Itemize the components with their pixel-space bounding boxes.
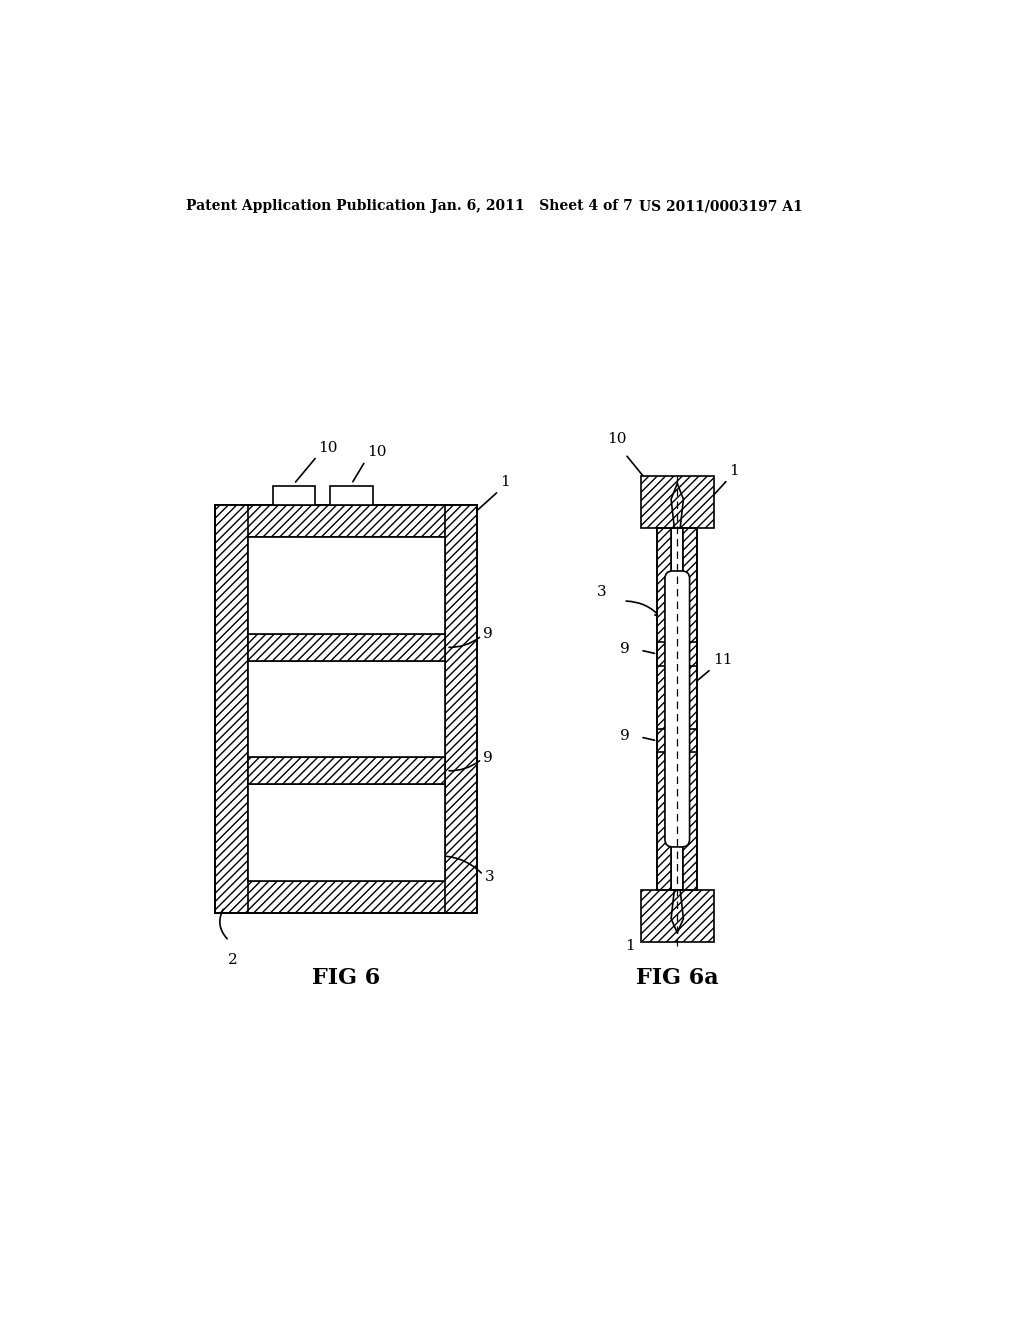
Text: Patent Application Publication: Patent Application Publication bbox=[186, 199, 426, 213]
Bar bbox=[641, 890, 714, 942]
Bar bbox=[215, 504, 477, 537]
Text: 1: 1 bbox=[625, 940, 635, 953]
Bar bbox=[272, 486, 315, 506]
Text: 9: 9 bbox=[483, 751, 493, 764]
Text: 1: 1 bbox=[500, 475, 510, 490]
Text: 3: 3 bbox=[484, 870, 495, 884]
Bar bbox=[330, 486, 373, 506]
Bar bbox=[657, 729, 697, 752]
Text: 2: 2 bbox=[227, 953, 238, 968]
Text: 10: 10 bbox=[607, 433, 627, 446]
Bar bbox=[248, 634, 444, 661]
Bar bbox=[657, 528, 697, 890]
Bar bbox=[215, 506, 477, 913]
Text: 3: 3 bbox=[597, 586, 607, 599]
Text: 9: 9 bbox=[621, 643, 630, 656]
Bar bbox=[248, 758, 444, 784]
Text: Jan. 6, 2011   Sheet 4 of 7: Jan. 6, 2011 Sheet 4 of 7 bbox=[431, 199, 633, 213]
Text: 11: 11 bbox=[713, 653, 732, 668]
Bar bbox=[657, 643, 697, 665]
Text: 10: 10 bbox=[318, 441, 338, 455]
Text: FIG 6a: FIG 6a bbox=[636, 966, 719, 989]
Bar bbox=[248, 537, 444, 634]
Bar bbox=[641, 475, 714, 528]
Bar bbox=[671, 528, 683, 890]
Text: US 2011/0003197 A1: US 2011/0003197 A1 bbox=[639, 199, 803, 213]
Text: 1: 1 bbox=[729, 465, 739, 478]
Text: FIG 6: FIG 6 bbox=[312, 966, 380, 989]
Text: 9: 9 bbox=[483, 627, 493, 642]
Text: 10: 10 bbox=[367, 445, 386, 459]
Bar bbox=[248, 784, 444, 880]
Bar bbox=[215, 506, 477, 913]
Bar bbox=[683, 528, 697, 890]
FancyBboxPatch shape bbox=[665, 572, 689, 847]
Bar bbox=[215, 506, 248, 913]
Bar bbox=[657, 528, 671, 890]
Text: 9: 9 bbox=[621, 729, 630, 743]
Bar bbox=[215, 880, 477, 913]
Bar bbox=[248, 661, 444, 758]
Bar bbox=[444, 506, 477, 913]
